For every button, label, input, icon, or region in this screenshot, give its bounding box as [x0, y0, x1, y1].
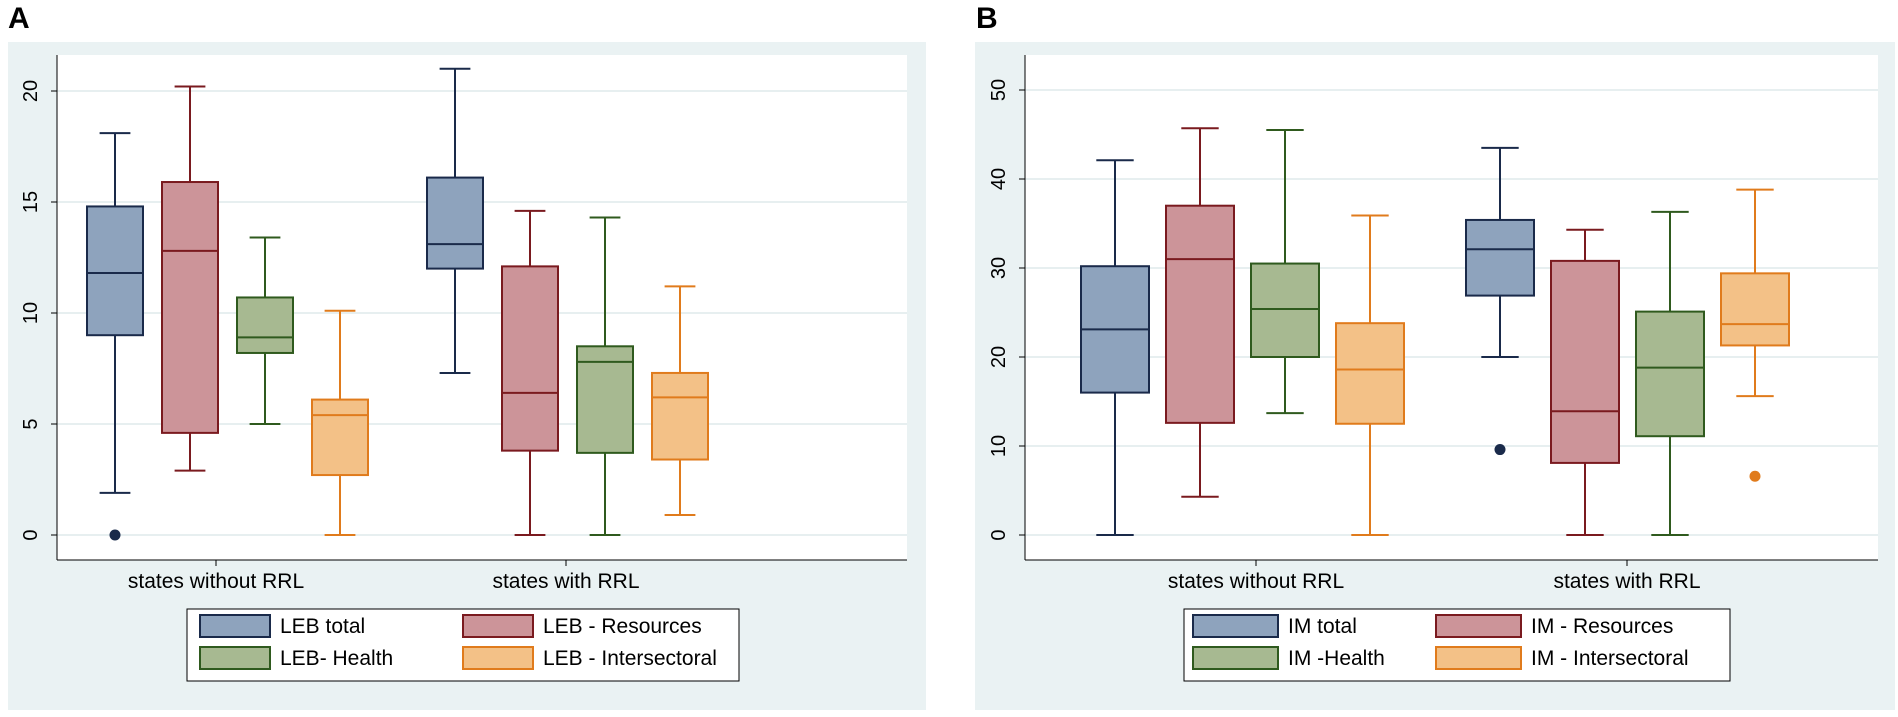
y-tick-label: 5	[20, 418, 42, 429]
legend-swatch	[199, 614, 271, 638]
legend-label: LEB - Intersectoral	[543, 647, 717, 670]
box-leb--health-1	[576, 216, 634, 536]
panel-label-a: A	[8, 2, 30, 35]
outlier-point	[1749, 470, 1761, 482]
box-leb---resources-0	[161, 85, 219, 472]
legend-swatch	[1435, 614, 1522, 638]
panel-label-b: B	[976, 2, 998, 35]
legend-label: IM - Intersectoral	[1531, 647, 1689, 670]
box-iqr	[86, 205, 144, 337]
box-iqr	[576, 345, 634, 454]
legend-swatch	[462, 614, 534, 638]
legend-label: IM -Health	[1288, 647, 1385, 670]
y-tick-label: 0	[20, 529, 42, 540]
legend-label: IM total	[1288, 615, 1357, 638]
x-category-label: states without RRL	[128, 570, 304, 593]
box-im---intersectoral-1	[1720, 188, 1790, 482]
legend-swatch	[1192, 614, 1279, 638]
box-im---resources-1	[1550, 228, 1620, 536]
legend-label: LEB total	[280, 615, 365, 638]
legend-swatch	[462, 646, 534, 670]
box-im---intersectoral-0	[1335, 214, 1405, 536]
box-iqr	[236, 296, 294, 354]
box-iqr	[1250, 262, 1320, 358]
box-im--health-0	[1250, 129, 1320, 415]
y-tick-label: 10	[988, 435, 1010, 457]
y-tick-label: 0	[988, 529, 1010, 540]
box-iqr	[161, 181, 219, 434]
y-tick-label: 20	[988, 346, 1010, 368]
y-tick-label: 20	[20, 80, 42, 102]
legend: LEB total LEB - Resources LEB- Health LEB -…	[186, 608, 740, 682]
y-tick-label: 40	[988, 168, 1010, 190]
box-leb---intersectoral-0	[311, 309, 369, 536]
x-category-label: states with RRL	[492, 570, 639, 593]
box-iqr	[1165, 204, 1235, 424]
box-im--health-1	[1635, 210, 1705, 536]
box-im-total-1	[1465, 146, 1535, 456]
box-iqr	[1335, 322, 1405, 425]
legend-swatch	[1192, 646, 1279, 670]
box-leb---intersectoral-1	[651, 285, 709, 517]
box-leb--health-0	[236, 236, 294, 425]
x-category-label: states with RRL	[1553, 570, 1700, 593]
box-iqr	[1465, 218, 1535, 297]
x-category-label: states without RRL	[1168, 570, 1344, 593]
legend-label: IM - Resources	[1531, 615, 1673, 638]
box-leb-total-1	[426, 67, 484, 374]
box-leb-total-0	[86, 132, 144, 541]
legend-swatch	[1435, 646, 1522, 670]
chart-panel-b: 0 10 20 30 40 50 states without RRL states with…	[988, 55, 1878, 682]
box-iqr	[501, 265, 559, 452]
box-leb---resources-1	[501, 209, 559, 536]
box-iqr	[311, 398, 369, 477]
y-tick-label: 50	[988, 79, 1010, 101]
y-tick-label: 15	[20, 191, 42, 213]
y-tick-label: 30	[988, 257, 1010, 279]
box-im---resources-0	[1165, 127, 1235, 498]
legend-swatch	[199, 646, 271, 670]
y-tick-label: 10	[20, 302, 42, 324]
chart-panel-a: 0 5 10 15 20 states without RRL states with RR…	[20, 55, 907, 682]
legend-label: LEB - Resources	[543, 615, 702, 638]
box-iqr	[1550, 259, 1620, 464]
box-im-total-0	[1080, 159, 1150, 536]
box-iqr	[651, 371, 709, 461]
legend: IM total IM - Resources IM -Health IM - Int…	[1183, 608, 1731, 682]
legend-label: LEB- Health	[280, 647, 393, 670]
box-iqr	[426, 176, 484, 270]
box-iqr	[1720, 272, 1790, 347]
box-iqr	[1635, 310, 1705, 438]
outlier-point	[109, 529, 121, 541]
outlier-point	[1494, 444, 1506, 456]
